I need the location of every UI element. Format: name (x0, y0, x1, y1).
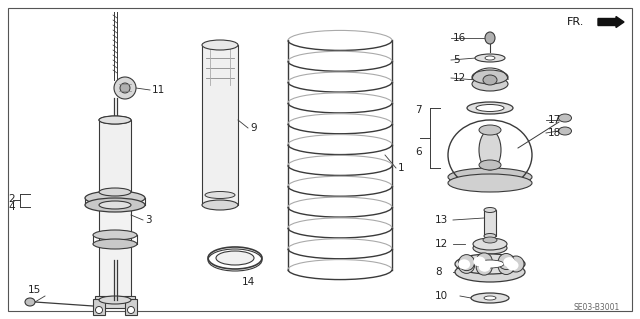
Ellipse shape (479, 130, 501, 170)
Ellipse shape (448, 168, 532, 186)
Ellipse shape (114, 77, 136, 99)
Bar (202, 45, 238, 205)
Ellipse shape (467, 102, 513, 114)
Ellipse shape (99, 116, 131, 124)
Text: 5: 5 (453, 55, 460, 65)
Ellipse shape (498, 258, 514, 275)
Ellipse shape (93, 230, 137, 240)
Ellipse shape (459, 257, 475, 273)
Ellipse shape (479, 262, 491, 272)
Text: 6: 6 (415, 147, 422, 157)
Ellipse shape (99, 188, 131, 196)
Ellipse shape (455, 262, 525, 282)
Ellipse shape (485, 32, 495, 44)
Ellipse shape (479, 160, 501, 170)
Ellipse shape (25, 298, 35, 306)
Text: 2: 2 (8, 194, 15, 204)
Ellipse shape (476, 259, 492, 275)
Bar (99, 205, 131, 300)
Ellipse shape (472, 77, 508, 91)
Ellipse shape (202, 40, 238, 50)
Ellipse shape (503, 257, 515, 267)
Ellipse shape (459, 255, 475, 271)
Ellipse shape (483, 237, 497, 243)
Text: 3: 3 (145, 215, 152, 225)
Ellipse shape (473, 238, 507, 250)
Ellipse shape (559, 127, 572, 135)
Ellipse shape (476, 105, 504, 112)
Ellipse shape (455, 254, 525, 274)
Text: FR.: FR. (567, 17, 584, 27)
Text: 1: 1 (398, 163, 404, 173)
Ellipse shape (458, 259, 470, 269)
Ellipse shape (99, 201, 131, 209)
Ellipse shape (483, 75, 497, 85)
Ellipse shape (216, 251, 254, 265)
Bar (95, 296, 135, 308)
Ellipse shape (476, 253, 492, 269)
Ellipse shape (205, 191, 235, 198)
Text: 4: 4 (8, 202, 15, 212)
Ellipse shape (476, 260, 504, 268)
Ellipse shape (99, 296, 131, 304)
Text: 12: 12 (453, 73, 467, 83)
Text: 15: 15 (28, 285, 41, 295)
FancyArrow shape (598, 17, 624, 27)
Ellipse shape (95, 307, 102, 314)
Text: SE03-B3001: SE03-B3001 (573, 303, 620, 313)
Bar (93, 299, 105, 315)
Text: 14: 14 (241, 277, 255, 287)
Ellipse shape (473, 242, 507, 254)
Text: 12: 12 (435, 239, 448, 249)
Text: 17: 17 (548, 115, 561, 125)
Ellipse shape (475, 54, 505, 62)
Text: 13: 13 (435, 215, 448, 225)
Text: 7: 7 (415, 105, 422, 115)
Text: 11: 11 (152, 85, 165, 95)
Text: 18: 18 (548, 128, 561, 138)
Ellipse shape (85, 191, 145, 205)
Ellipse shape (85, 198, 145, 212)
Ellipse shape (99, 116, 131, 124)
Ellipse shape (93, 239, 137, 249)
Ellipse shape (120, 83, 130, 93)
Ellipse shape (127, 307, 134, 314)
Ellipse shape (498, 254, 514, 270)
Text: 9: 9 (250, 123, 257, 133)
Ellipse shape (484, 207, 496, 212)
Ellipse shape (448, 174, 532, 192)
Text: 16: 16 (453, 33, 467, 43)
Text: 10: 10 (435, 291, 448, 301)
Ellipse shape (506, 260, 518, 271)
Ellipse shape (484, 296, 496, 300)
Ellipse shape (559, 114, 572, 122)
Ellipse shape (479, 125, 501, 135)
Ellipse shape (471, 293, 509, 303)
Text: 8: 8 (435, 267, 442, 277)
Ellipse shape (484, 234, 496, 239)
Ellipse shape (474, 256, 485, 266)
Ellipse shape (508, 256, 524, 272)
Ellipse shape (472, 70, 508, 84)
Ellipse shape (202, 200, 238, 210)
Bar (99, 120, 131, 192)
Bar (125, 299, 137, 315)
Ellipse shape (485, 56, 495, 60)
Bar (484, 210, 496, 236)
